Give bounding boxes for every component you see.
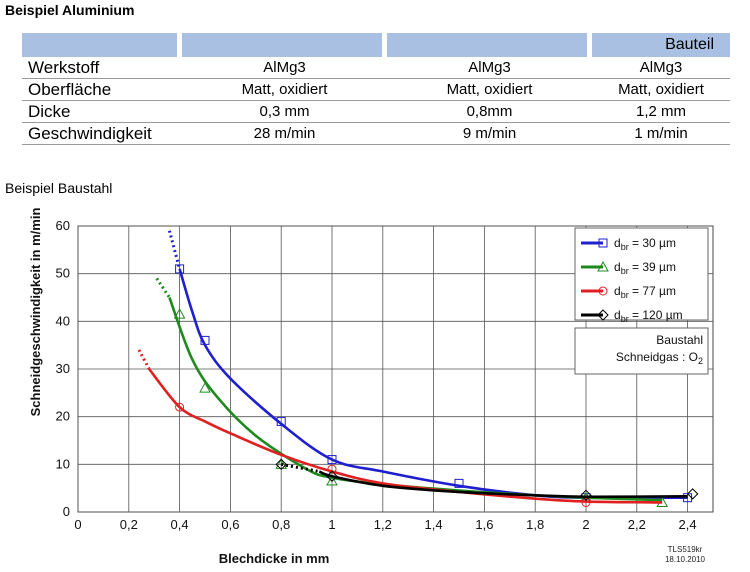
table-row: Dicke 0,3 mm 0,8mm 1,2 mm: [22, 100, 730, 123]
y-tick-label: 10: [56, 456, 70, 471]
x-tick-label: 2,2: [628, 517, 646, 532]
annotation-box: [574, 327, 709, 375]
table-cell: Matt, oxidiert: [592, 78, 730, 101]
y-tick-label: 50: [56, 266, 70, 281]
table-cell: AlMg3: [182, 57, 387, 79]
x-tick-label: 2: [582, 517, 589, 532]
header-band: [182, 33, 382, 57]
heading-baustahl: Beispiel Baustahl: [5, 180, 113, 196]
row-label: Dicke: [22, 100, 182, 123]
x-tick-label: 2,4: [679, 517, 697, 532]
y-tick-label: 40: [56, 313, 70, 328]
table-cell: Matt, oxidiert: [182, 78, 387, 101]
heading-aluminium: Beispiel Aluminium: [5, 2, 135, 18]
table-cell: AlMg3: [387, 57, 592, 79]
legend-label: dbr = 30 µm: [614, 236, 676, 252]
data-point-marker: [175, 264, 185, 274]
legend-marker: [597, 260, 609, 272]
table-cell: Matt, oxidiert: [387, 78, 592, 101]
table-cell: 28 m/min: [182, 122, 387, 145]
header-band: [387, 33, 587, 57]
stamp-date: 18.10.2010: [665, 555, 706, 564]
y-axis-label: Schneidgeschwindigkeit in m/min: [28, 208, 43, 417]
data-point-marker: [326, 470, 338, 482]
x-tick-label: 1,8: [526, 517, 544, 532]
data-point-marker: [454, 478, 464, 488]
annotation-gas: Schneidgas : O2: [616, 350, 703, 366]
y-tick-labels: 0 10 20 30 40 50 60: [56, 218, 70, 519]
series-line: [148, 368, 663, 504]
data-point-marker: [276, 416, 286, 426]
data-point-marker: [326, 474, 338, 486]
chart-annotation: Baustahl Schneidgas : O2: [574, 327, 709, 375]
legend-label: dbr = 39 µm: [614, 260, 676, 276]
legend-marker: [597, 309, 609, 321]
header-band: [22, 33, 177, 57]
series-circle: [137, 349, 663, 507]
series-dotted-extension: [155, 277, 171, 299]
header-band-bauteil: Bauteil: [592, 33, 730, 57]
y-tick-label: 60: [56, 218, 70, 233]
stamp-code: TLS519kr: [668, 545, 703, 554]
data-point-marker: [327, 464, 337, 474]
x-tick-labels: 0 0,2 0,4 0,6 0,8 1 1,2 1,4 1,6 1,8 2 2,2 2,4: [74, 517, 696, 532]
data-point-marker: [200, 335, 210, 345]
x-axis-label: Blechdicke in mm: [219, 551, 330, 566]
series-dotted-extension: [137, 349, 151, 370]
table-cell: 1 m/min: [592, 122, 730, 145]
legend-label: dbr = 77 µm: [614, 284, 676, 300]
aluminium-table: Bauteil Werkstoff AlMg3 AlMg3 AlMg3 Ober…: [22, 33, 730, 145]
cutting-speed-chart: 0 0,2 0,4 0,6 0,8 1 1,2 1,4 1,6 1,8 2 2,2 2,4 0 10 20 3…: [28, 208, 714, 566]
data-point-marker: [275, 458, 287, 471]
data-point-marker: [580, 489, 592, 502]
data-point-marker: [275, 458, 288, 469]
x-tick-label: 0,4: [171, 517, 189, 532]
data-point-marker: [175, 402, 185, 412]
data-point-marker: [173, 308, 186, 319]
x-tick-label: 1: [328, 517, 335, 532]
data-point-marker: [199, 382, 211, 393]
data-point-marker: [581, 497, 591, 507]
annotation-gas-text: Schneidgas : O: [616, 350, 698, 364]
series-diamond: [275, 458, 699, 502]
annotation-material: Baustahl: [656, 333, 703, 347]
table-cell: 9 m/min: [387, 122, 592, 145]
x-tick-label: 0,6: [221, 517, 239, 532]
x-tick-label: 0,2: [120, 517, 138, 532]
x-tick-label: 0: [74, 517, 81, 532]
table-cell: 1,2 mm: [592, 100, 730, 123]
x-tick-label: 0,8: [272, 517, 290, 532]
chart-legend: dbr = 30 µm dbr = 39 µm dbr = 77 µm dbr = 1…: [574, 227, 709, 324]
y-tick-label: 0: [63, 504, 70, 519]
table-cell: AlMg3: [592, 57, 730, 79]
table-cell: 0,3 mm: [182, 100, 387, 123]
row-label: Oberfläche: [22, 78, 182, 101]
table-row: Werkstoff AlMg3 AlMg3 AlMg3: [22, 57, 730, 79]
legend-marker: [598, 286, 608, 296]
series-line: [318, 470, 688, 499]
table-header-row: Bauteil: [22, 33, 730, 57]
data-point-marker: [327, 455, 337, 465]
table-row: Oberfläche Matt, oxidiert Matt, oxidiert…: [22, 78, 730, 101]
table-cell: 0,8mm: [387, 100, 592, 123]
x-tick-label: 1,4: [425, 517, 443, 532]
x-tick-label: 1,2: [374, 517, 392, 532]
row-label: Geschwindigkeit: [22, 122, 182, 145]
table-row: Geschwindigkeit 28 m/min 9 m/min 1 m/min: [22, 122, 730, 145]
y-tick-label: 20: [56, 409, 70, 424]
legend-label: dbr = 120 µm: [614, 308, 683, 324]
row-label: Werkstoff: [22, 57, 182, 79]
data-point-marker: [686, 488, 699, 500]
series-dotted-extension: [280, 462, 320, 473]
chart-series: [137, 230, 699, 507]
y-tick-label: 30: [56, 361, 70, 376]
x-tick-label: 1,6: [475, 517, 493, 532]
annotation-gas-subscript: 2: [698, 356, 703, 366]
legend-marker: [598, 238, 608, 248]
